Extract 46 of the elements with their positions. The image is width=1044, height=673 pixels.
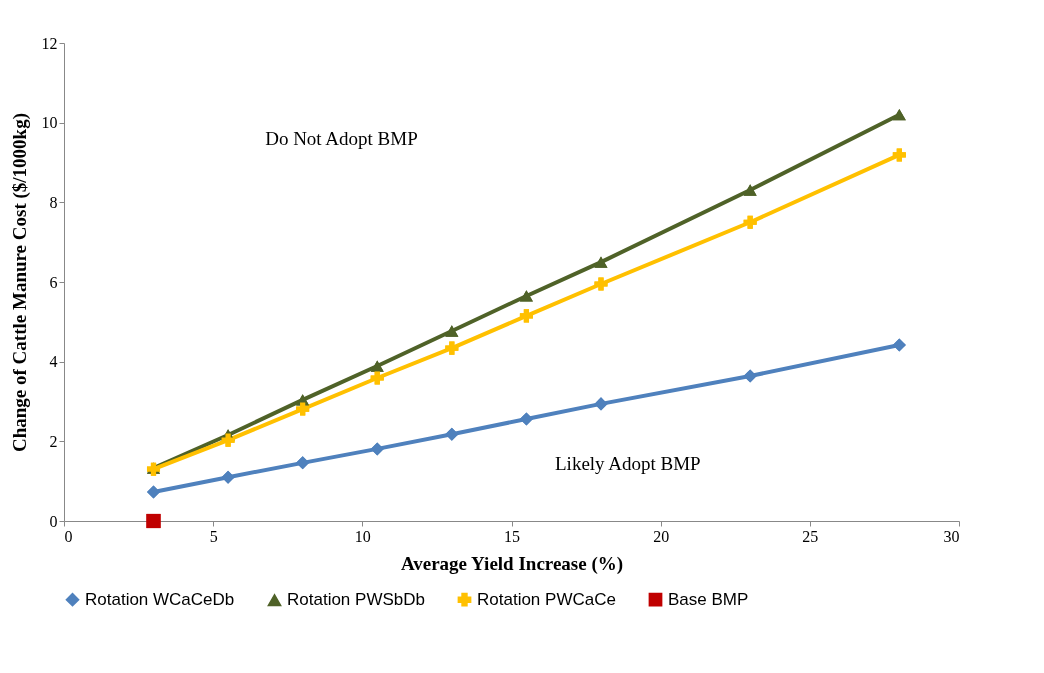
point [370,371,384,385]
point [594,277,608,291]
x-tick-label: 30 [943,527,960,545]
point [892,148,906,162]
annotation: Likely Adopt BMP [555,452,701,474]
y-tick-label: 6 [49,273,58,291]
point [519,290,533,302]
legend-label: Base BMP [668,589,749,609]
x-tick-label: 20 [653,527,670,545]
point [445,427,459,441]
y-axis-title: Change of Cattle Manure Cost ($/1000kg) [8,113,31,452]
x-tick-label: 0 [64,527,73,545]
y-tick-label: 12 [41,34,58,52]
y-tick-label: 4 [49,353,58,371]
legend-label: Rotation PWCaCe [477,589,616,609]
y-tick-label: 8 [49,193,58,211]
annotation: Do Not Adopt BMP [265,127,418,149]
point [221,433,235,447]
point [370,360,384,372]
point [594,256,608,268]
point [743,184,757,196]
point [892,109,906,121]
x-tick-label: 10 [354,527,371,545]
point [146,485,161,499]
point [296,456,310,470]
y-tick-label: 10 [41,114,58,132]
point [445,325,459,337]
legend-label: Rotation WCaCeDb [85,589,235,609]
y-tick-label: 0 [49,512,58,530]
point [146,513,161,529]
point [519,412,533,426]
x-axis-title: Average Yield Increase (%) [400,552,624,575]
point [296,402,310,416]
x-tick-label: 5 [209,527,218,545]
point [743,369,757,383]
point [221,470,235,484]
x-tick-label: 15 [504,527,520,545]
y-tick-label: 2 [49,432,58,450]
point [370,442,384,456]
point [892,338,906,352]
point [743,215,757,229]
point [445,341,459,355]
legend-label: Rotation PWSbDb [287,590,425,610]
point [519,309,533,323]
point [594,397,608,411]
x-tick-label: 25 [802,527,819,545]
